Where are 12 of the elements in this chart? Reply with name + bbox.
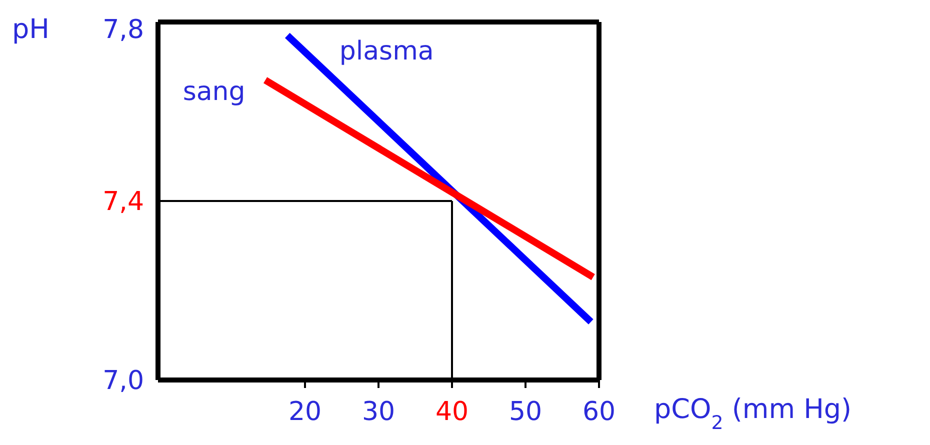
- x-tick-label: 50: [508, 397, 542, 427]
- y-tick-label: 7,8: [102, 15, 144, 45]
- series-label: sang: [182, 77, 246, 108]
- y-tick-label: 7,4: [102, 187, 144, 217]
- x-axis-title: pCO$_{2}$ (mm Hg): [654, 394, 852, 434]
- x-tick-label: 60: [582, 397, 616, 427]
- x-tick-label: 30: [362, 397, 396, 427]
- x-tick-label: 20: [288, 397, 322, 427]
- x-tick-label: 40: [435, 397, 469, 427]
- y-axis-title: pH: [12, 14, 50, 45]
- y-tick-label: 7,0: [102, 366, 144, 396]
- series-label: plasma: [339, 36, 434, 66]
